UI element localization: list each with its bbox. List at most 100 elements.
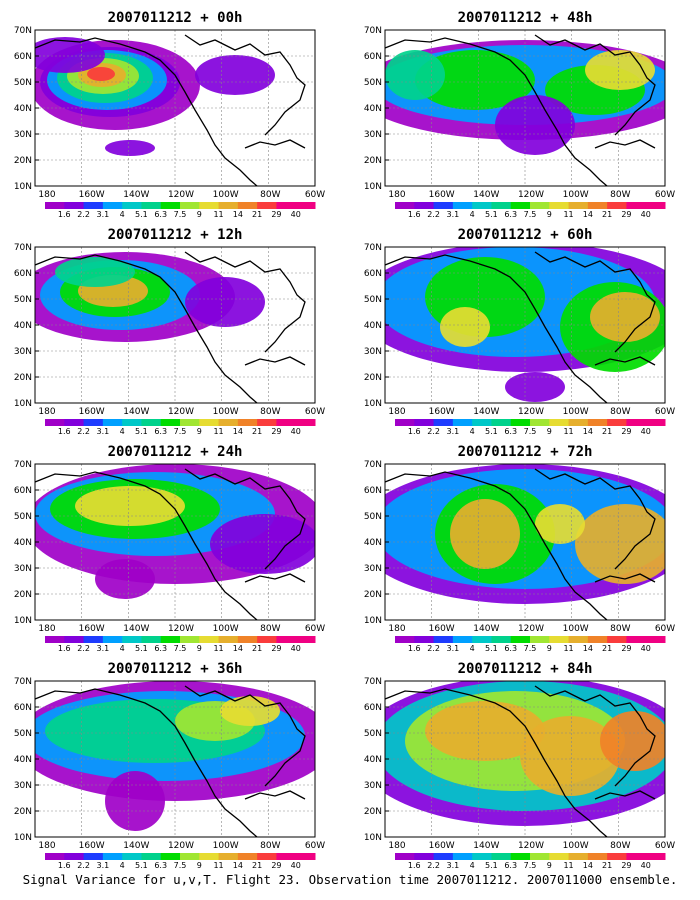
colorbar-label: 11 xyxy=(213,644,223,653)
variance-contour xyxy=(585,50,655,90)
map-grid xyxy=(35,30,315,186)
colorbar-label: 1.6 xyxy=(408,644,421,653)
y-tick-label: 30N xyxy=(14,564,32,574)
variance-contour xyxy=(385,50,445,100)
y-tick-label: 10N xyxy=(364,399,382,409)
colorbar-label: 7.5 xyxy=(174,210,187,219)
panel-title: 2007011212 + 72h xyxy=(458,444,593,460)
y-tick-label: 20N xyxy=(14,807,32,817)
colorbar-swatch xyxy=(141,636,162,643)
colorbar-label: 3.1 xyxy=(96,210,109,219)
colorbar-swatch xyxy=(295,853,316,860)
coastline-path xyxy=(384,688,608,838)
panel-title: 2007011212 + 60h xyxy=(458,227,593,243)
colorbar-label: 7.5 xyxy=(174,427,187,436)
x-tick-label: 140W xyxy=(473,407,499,417)
colorbar-label: 11 xyxy=(213,210,223,219)
colorbar-swatch xyxy=(452,636,473,643)
colorbar-swatch xyxy=(433,853,454,860)
colorbar-swatch xyxy=(433,202,454,209)
coastline xyxy=(34,685,306,838)
colorbar-swatch xyxy=(237,636,258,643)
colorbar-swatch xyxy=(257,853,277,860)
x-tick-label: 100W xyxy=(213,624,239,634)
colorbar-swatch xyxy=(102,636,123,643)
colorbar-swatch xyxy=(414,853,435,860)
colorbar-swatch xyxy=(45,202,65,209)
colorbar-swatch xyxy=(607,419,627,426)
colorbar-swatch xyxy=(199,202,220,209)
y-tick-label: 40N xyxy=(14,755,32,765)
colorbar-label: 1.6 xyxy=(58,210,71,219)
y-tick-label: 20N xyxy=(364,590,382,600)
colorbar-label: 7.5 xyxy=(524,210,537,219)
colorbar-swatch xyxy=(626,419,647,426)
y-tick-label: 40N xyxy=(364,104,382,114)
coastline-path xyxy=(34,37,258,187)
map-panel-5: 2007011212 + 24h 70N 60N 50N 40N 30N 20N 10N 180… xyxy=(14,444,325,653)
colorbar-label: 6.3 xyxy=(504,644,517,653)
x-tick-label: 100W xyxy=(213,407,239,417)
colorbar-swatch xyxy=(395,202,415,209)
variance-contour xyxy=(520,716,620,796)
colorbar-swatch xyxy=(414,202,435,209)
x-tick-label: 80W xyxy=(610,190,630,200)
colorbar-label: 21 xyxy=(252,644,262,653)
colorbar-swatch xyxy=(645,853,666,860)
colorbar-label: 4 xyxy=(120,427,125,436)
x-tick-label: 180 xyxy=(38,407,55,417)
panel-title: 2007011212 + 84h xyxy=(458,661,593,677)
y-tick-label: 70N xyxy=(14,677,32,687)
map-panel-6: 2007011212 + 72h 70N 60N 50N 40N 30N 20N 10N 180… xyxy=(364,444,675,653)
colorbar-swatch xyxy=(433,636,454,643)
y-tick-label: 20N xyxy=(364,156,382,166)
colorbar-label: 4 xyxy=(120,644,125,653)
colorbar-swatch xyxy=(295,202,316,209)
x-tick-label: 140W xyxy=(123,190,149,200)
x-tick-label: 80W xyxy=(260,407,280,417)
coastline xyxy=(384,34,656,187)
colorbar-swatch xyxy=(452,202,473,209)
map-grid xyxy=(35,247,315,403)
x-tick-label: 60W xyxy=(305,624,325,634)
colorbar-swatch xyxy=(257,202,277,209)
colorbar-swatch xyxy=(83,419,104,426)
x-tick-label: 120W xyxy=(518,841,544,851)
y-tick-label: 10N xyxy=(14,616,32,626)
map-grid xyxy=(35,681,315,837)
variance-contour xyxy=(75,486,185,526)
colorbar-label: 21 xyxy=(602,644,612,653)
coastline-path xyxy=(184,685,306,787)
y-tick-label: 70N xyxy=(14,460,32,470)
colorbar-label: 9 xyxy=(197,861,202,870)
coastline xyxy=(34,34,306,187)
x-tick-label: 100W xyxy=(213,190,239,200)
x-tick-label: 180 xyxy=(38,624,55,634)
colorbar-swatch xyxy=(491,853,512,860)
map-grid xyxy=(385,681,665,837)
colorbar-label: 1.6 xyxy=(408,861,421,870)
panel-title: 2007011212 + 00h xyxy=(108,10,243,26)
colorbar-swatch xyxy=(218,202,239,209)
colorbar-swatch xyxy=(568,636,589,643)
colorbar-label: 14 xyxy=(233,427,243,436)
map-panel-4: 2007011212 + 60h 70N 60N 50N 40N 30N 20N 10N 180… xyxy=(364,227,675,436)
variance-field xyxy=(35,37,275,156)
y-tick-label: 60N xyxy=(364,486,382,496)
colorbar-swatch xyxy=(510,636,531,643)
colorbar-label: 5.1 xyxy=(485,427,498,436)
colorbar-swatch xyxy=(160,202,181,209)
y-tick-label: 70N xyxy=(364,26,382,36)
colorbar-label: 14 xyxy=(233,861,243,870)
colorbar-label: 5.1 xyxy=(485,210,498,219)
colorbar-label: 14 xyxy=(233,644,243,653)
colorbar-swatch xyxy=(607,636,627,643)
colorbar-label: 1.6 xyxy=(58,644,71,653)
colorbar-label: 29 xyxy=(271,427,281,436)
colorbar-label: 29 xyxy=(271,861,281,870)
y-tick-label: 20N xyxy=(364,373,382,383)
colorbar-swatch xyxy=(45,853,65,860)
panel-title: 2007011212 + 24h xyxy=(108,444,243,460)
colorbar-swatch xyxy=(472,853,492,860)
colorbar-swatch xyxy=(549,636,570,643)
